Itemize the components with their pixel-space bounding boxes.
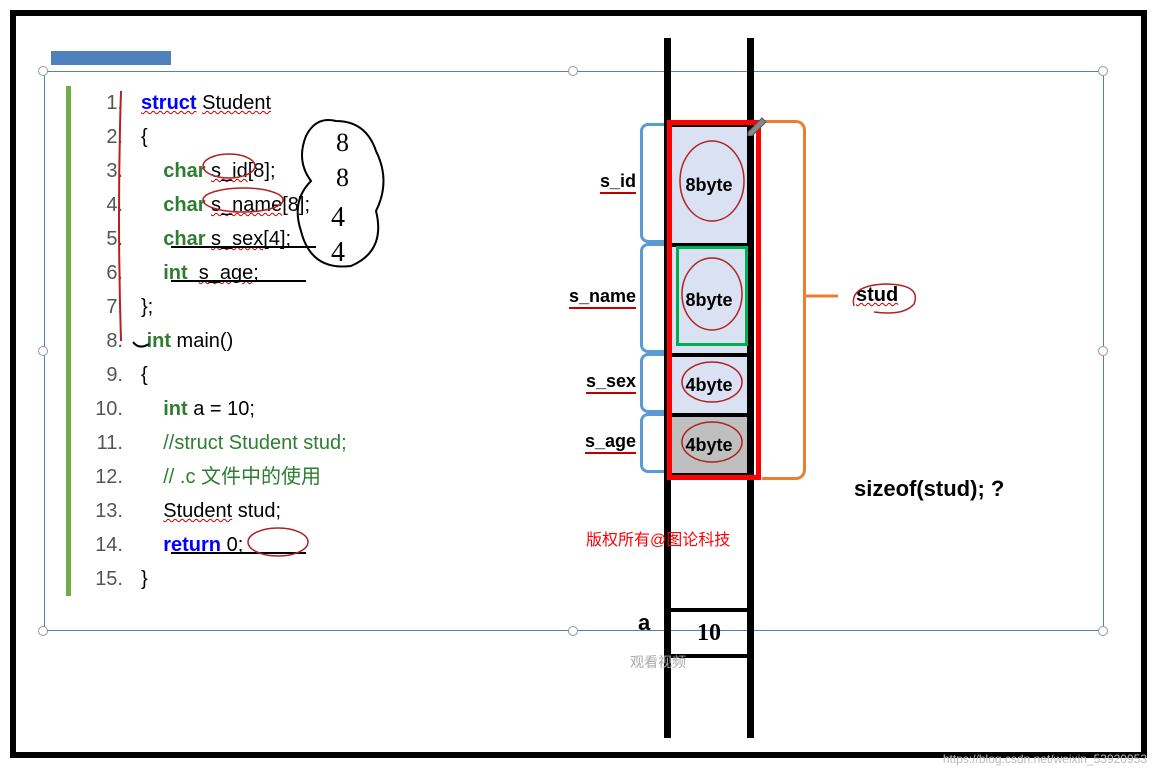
line-number: 10. (78, 392, 123, 426)
code-token (141, 528, 163, 562)
line-number: 7. (78, 290, 123, 324)
brace-s_sex (640, 353, 664, 413)
handle-ml[interactable] (38, 346, 48, 356)
field-label-s_name: s_name (556, 286, 636, 309)
code-token: s_id[8]; (205, 154, 275, 188)
code-token: main() (171, 324, 233, 358)
code-line: 15.} (66, 562, 546, 596)
code-line: 5. char s_sex[4]; (66, 222, 546, 256)
line-number: 15. (78, 562, 123, 596)
code-line: 10. int a = 10; (66, 392, 546, 426)
code-token: 0; (221, 528, 243, 562)
code-token: char (163, 154, 205, 188)
code-token: struct (141, 86, 197, 120)
handle-tl[interactable] (38, 66, 48, 76)
code-token: a = 10; (188, 392, 255, 426)
code-token (141, 392, 163, 426)
line-number: 3. (78, 154, 123, 188)
code-token: int (163, 256, 187, 290)
line-number: 4. (78, 188, 123, 222)
handle-tc[interactable] (568, 66, 578, 76)
code-token: char (163, 222, 205, 256)
code-gutter-bar (66, 86, 71, 596)
code-token (141, 460, 163, 494)
line-number: 12. (78, 460, 123, 494)
brace-s_id (640, 123, 664, 243)
code-line: 7.}; (66, 290, 546, 324)
code-token: int (147, 324, 171, 358)
code-line: 14. return 0; (66, 528, 546, 562)
handle-mr[interactable] (1098, 346, 1108, 356)
code-line: 2. { (66, 120, 546, 154)
watch-video-link[interactable]: 观看视频 (630, 652, 686, 672)
handle-bc[interactable] (568, 626, 578, 636)
handle-br[interactable] (1098, 626, 1108, 636)
code-line: 6. int s_age; (66, 256, 546, 290)
code-token: { (141, 358, 148, 392)
toolbar-stub (51, 51, 171, 65)
line-number: 2. (78, 120, 123, 154)
brace-s_name (640, 243, 664, 353)
stud-label: stud (856, 284, 898, 307)
a-label: a (638, 610, 650, 636)
code-token (141, 154, 163, 188)
code-token: // .c 文件中的使用 (163, 460, 321, 494)
watermark-url: https://blog.csdn.net/weixin_53920953 (943, 752, 1147, 766)
code-line: 12. // .c 文件中的使用 (66, 460, 546, 494)
line-number: 14. (78, 528, 123, 562)
handle-tr[interactable] (1098, 66, 1108, 76)
code-line: 9. { (66, 358, 546, 392)
code-token: Student stud; (141, 494, 281, 528)
brace-s_age (640, 413, 664, 473)
code-block: 1.struct Student2.{3. char s_id[8];4. ch… (66, 86, 546, 596)
code-token: //struct Student stud; (163, 426, 346, 460)
code-token: } (141, 562, 148, 596)
code-line: 13. Student stud; (66, 494, 546, 528)
brace-stud (762, 120, 806, 480)
line-number: 13. (78, 494, 123, 528)
code-line: 1. struct Student (66, 86, 546, 120)
memory-block-a: 10 (671, 608, 747, 658)
code-token: }; (141, 290, 153, 324)
code-line: 4. char s_name[8]; (66, 188, 546, 222)
code-token: int (163, 392, 187, 426)
code-line: 3. char s_id[8]; (66, 154, 546, 188)
field-label-s_age: s_age (556, 431, 636, 454)
code-token (141, 222, 163, 256)
handle-bl[interactable] (38, 626, 48, 636)
code-token: return (163, 528, 221, 562)
code-token (141, 256, 163, 290)
code-token: { (141, 120, 148, 154)
line-number: 9. (78, 358, 123, 392)
code-line: 8. int main() (66, 324, 546, 358)
code-token: Student (197, 86, 272, 120)
code-token: char (163, 188, 205, 222)
green-sname-outline (676, 246, 748, 346)
line-number: 6. (78, 256, 123, 290)
line-number: 8. (78, 324, 123, 358)
sizeof-label: sizeof(stud); ? (854, 476, 1004, 502)
code-token: s_age; (188, 256, 259, 290)
line-number: 5. (78, 222, 123, 256)
field-label-s_sex: s_sex (556, 371, 636, 394)
line-number: 11. (78, 426, 123, 460)
field-label-s_id: s_id (556, 171, 636, 194)
code-token: s_sex[4]; (205, 222, 291, 256)
outer-frame: 1.struct Student2.{3. char s_id[8];4. ch… (10, 10, 1147, 758)
a-value-scribble: 10 (697, 620, 721, 647)
code-token (141, 188, 163, 222)
code-token (141, 426, 163, 460)
line-number: 1. (78, 86, 123, 120)
copyright-text: 版权所有@图论科技 (586, 526, 730, 550)
code-line: 11. //struct Student stud; (66, 426, 546, 460)
code-token: s_name[8]; (205, 188, 310, 222)
